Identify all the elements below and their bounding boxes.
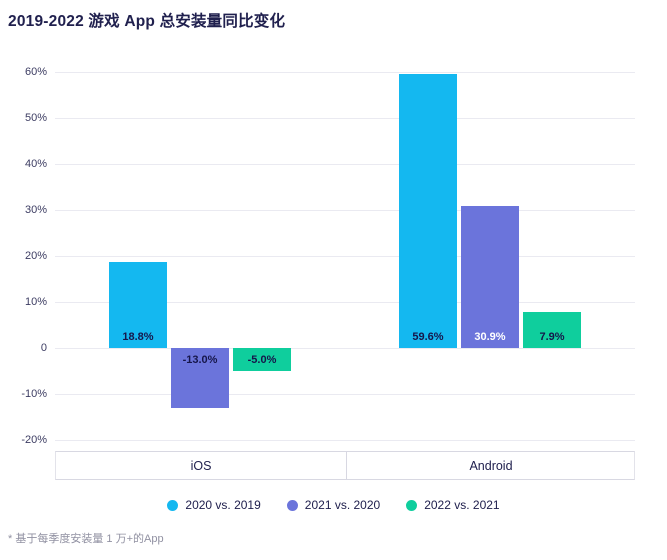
bar-value-label: 30.9% — [474, 330, 506, 343]
bar-android-2021-vs-2020: 30.9% — [461, 205, 519, 348]
gridline — [55, 118, 635, 119]
bar-ios-2020-vs-2019: 18.8% — [109, 261, 167, 348]
legend-swatch-icon — [167, 499, 179, 511]
x-axis-category-label: Android — [469, 458, 513, 473]
y-axis-tick-label: -20% — [21, 434, 47, 446]
y-axis-tick-label: -10% — [21, 388, 47, 400]
legend-swatch-icon — [406, 499, 418, 511]
bar-android-2020-vs-2019: 59.6% — [399, 73, 457, 348]
gridline — [55, 164, 635, 165]
bar-value-label: 7.9% — [539, 330, 565, 343]
gridline — [55, 210, 635, 211]
bar-value-label: -5.0% — [247, 354, 277, 366]
legend-label: 2022 vs. 2021 — [424, 498, 500, 512]
bar-ios-2022-vs-2021: -5.0% — [233, 348, 291, 371]
x-axis-divider — [346, 452, 347, 479]
legend-item: 2022 vs. 2021 — [406, 498, 500, 512]
y-axis-tick-label: 0 — [40, 342, 47, 354]
gridline — [55, 256, 635, 257]
chart-title: 2019-2022 游戏 App 总安装量同比变化 — [8, 13, 286, 30]
gridline — [55, 348, 635, 349]
footnote: * 基于每季度安装量 1 万+的App — [8, 533, 164, 545]
legend-swatch-icon — [286, 499, 298, 511]
y-axis-tick-label: 40% — [24, 158, 47, 170]
y-axis-tick-label: 60% — [24, 66, 47, 78]
bar-value-label: -13.0% — [182, 354, 218, 366]
x-axis-category-label: iOS — [190, 458, 212, 473]
gridline — [55, 394, 635, 395]
gridline — [55, 302, 635, 303]
y-axis-tick-label: 50% — [24, 112, 47, 124]
y-axis-tick-label: 30% — [24, 204, 47, 216]
x-axis: iOS Android — [55, 451, 635, 480]
bar-value-label: 59.6% — [412, 330, 444, 343]
bar-value-label: 18.8% — [122, 330, 154, 343]
legend: 2020 vs. 2019 2021 vs. 2020 2022 vs. 2021 — [0, 498, 667, 512]
legend-label: 2020 vs. 2019 — [185, 498, 261, 512]
y-axis-tick-label: 20% — [24, 250, 47, 262]
y-axis-tick-label: 10% — [24, 296, 47, 308]
gridline — [55, 72, 635, 73]
legend-label: 2021 vs. 2020 — [304, 498, 381, 512]
bar-ios-2021-vs-2020: -13.0% — [171, 348, 229, 408]
gridline — [55, 440, 635, 441]
legend-item: 2021 vs. 2020 — [286, 498, 381, 512]
legend-item: 2020 vs. 2019 — [167, 498, 261, 512]
bar-android-2022-vs-2021: 7.9% — [523, 311, 581, 348]
